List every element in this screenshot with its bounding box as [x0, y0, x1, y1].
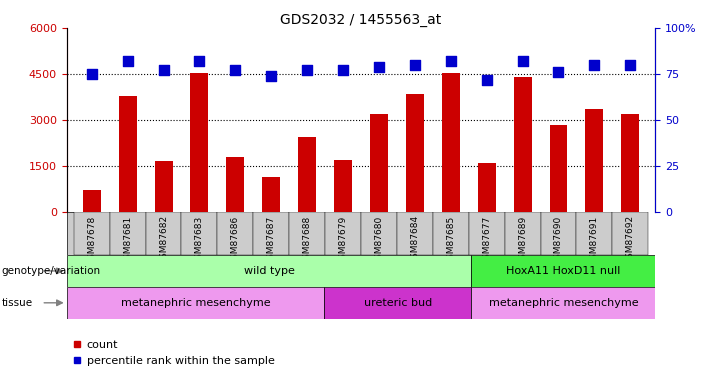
- Bar: [298, 137, 316, 212]
- Title: GDS2032 / 1455563_at: GDS2032 / 1455563_at: [280, 13, 442, 27]
- Point: [337, 68, 348, 74]
- Bar: [477, 163, 496, 212]
- Bar: [83, 190, 101, 212]
- Bar: [191, 72, 208, 212]
- Bar: [406, 94, 424, 212]
- Bar: [514, 77, 531, 212]
- Text: GSM87684: GSM87684: [410, 215, 419, 264]
- Text: GSM87681: GSM87681: [123, 215, 132, 265]
- Bar: [67, 287, 324, 319]
- Point: [481, 76, 492, 82]
- Point: [517, 58, 528, 64]
- Text: metanephric mesenchyme: metanephric mesenchyme: [121, 298, 270, 308]
- Bar: [226, 158, 245, 212]
- Bar: [109, 212, 146, 255]
- Legend: count, percentile rank within the sample: count, percentile rank within the sample: [72, 340, 275, 366]
- Bar: [540, 212, 576, 255]
- Text: GSM87690: GSM87690: [554, 215, 563, 265]
- Point: [158, 68, 169, 74]
- Text: tissue: tissue: [1, 298, 32, 308]
- Point: [445, 58, 456, 64]
- Text: GSM87682: GSM87682: [159, 215, 168, 264]
- Bar: [370, 114, 388, 212]
- Text: GSM87677: GSM87677: [482, 215, 491, 265]
- Point: [589, 62, 600, 68]
- Bar: [433, 212, 469, 255]
- Bar: [324, 287, 471, 319]
- Text: GSM87685: GSM87685: [447, 215, 455, 265]
- Bar: [469, 212, 505, 255]
- Bar: [290, 212, 325, 255]
- Bar: [74, 212, 109, 255]
- Point: [230, 68, 241, 74]
- Bar: [550, 124, 568, 212]
- Bar: [397, 212, 433, 255]
- Text: genotype/variation: genotype/variation: [1, 266, 100, 276]
- Bar: [217, 212, 253, 255]
- Text: GSM87687: GSM87687: [267, 215, 275, 265]
- Text: GSM87691: GSM87691: [590, 215, 599, 265]
- Bar: [334, 160, 352, 212]
- Text: GSM87689: GSM87689: [518, 215, 527, 265]
- Text: GSM87686: GSM87686: [231, 215, 240, 265]
- Text: GSM87692: GSM87692: [626, 215, 635, 264]
- Point: [266, 73, 277, 79]
- Text: GSM87678: GSM87678: [87, 215, 96, 265]
- Bar: [505, 212, 540, 255]
- Text: HoxA11 HoxD11 null: HoxA11 HoxD11 null: [506, 266, 620, 276]
- Point: [86, 71, 97, 77]
- Point: [301, 68, 313, 74]
- Bar: [146, 212, 182, 255]
- Bar: [361, 212, 397, 255]
- Bar: [154, 161, 172, 212]
- Bar: [471, 255, 655, 287]
- Point: [553, 69, 564, 75]
- Point: [374, 64, 385, 70]
- Text: wild type: wild type: [243, 266, 294, 276]
- Bar: [471, 287, 655, 319]
- Text: GSM87688: GSM87688: [303, 215, 312, 265]
- Text: GSM87679: GSM87679: [339, 215, 348, 265]
- Text: GSM87680: GSM87680: [374, 215, 383, 265]
- Bar: [576, 212, 613, 255]
- Point: [194, 58, 205, 64]
- Bar: [621, 114, 639, 212]
- Bar: [585, 109, 604, 212]
- Point: [625, 62, 636, 68]
- Bar: [442, 72, 460, 212]
- Point: [409, 62, 421, 68]
- Bar: [613, 212, 648, 255]
- Bar: [182, 212, 217, 255]
- Text: ureteric bud: ureteric bud: [364, 298, 432, 308]
- Point: [122, 58, 133, 64]
- Bar: [262, 177, 280, 212]
- Bar: [67, 255, 471, 287]
- Bar: [118, 96, 137, 212]
- Text: GSM87683: GSM87683: [195, 215, 204, 265]
- Bar: [325, 212, 361, 255]
- Bar: [253, 212, 290, 255]
- Text: metanephric mesenchyme: metanephric mesenchyme: [489, 298, 638, 308]
